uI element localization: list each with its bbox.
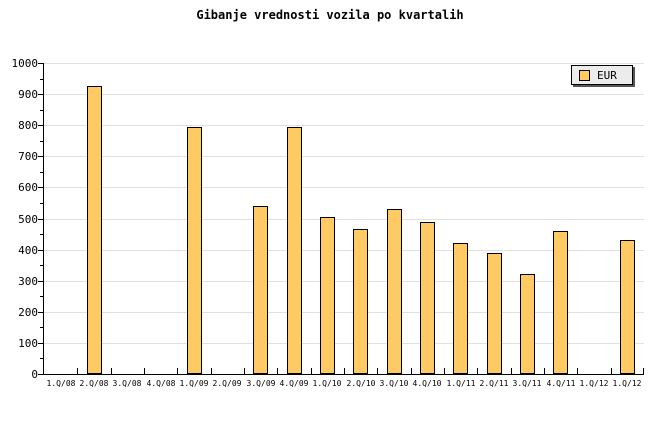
bar xyxy=(620,240,635,374)
x-axis-tick-label: 3.Q/09 xyxy=(246,379,276,388)
gridline xyxy=(44,250,644,251)
x-axis-tick xyxy=(77,368,78,374)
y-major-tick xyxy=(38,94,43,95)
y-major-tick xyxy=(38,156,43,157)
y-minor-tick xyxy=(40,296,43,297)
y-minor-tick xyxy=(40,203,43,204)
x-axis-tick xyxy=(544,368,545,374)
gridline xyxy=(44,94,644,95)
x-axis-tick-label: 1.Q/08 xyxy=(46,379,76,388)
y-axis-tick-label: 200 xyxy=(18,306,38,319)
y-axis-tick-label: 900 xyxy=(18,88,38,101)
bar xyxy=(87,86,102,374)
y-axis-tick-label: 1000 xyxy=(11,57,39,70)
gridline xyxy=(44,343,644,344)
x-axis-tick-label: 1.Q/10 xyxy=(312,379,342,388)
gridline xyxy=(44,219,644,220)
x-axis-tick xyxy=(611,368,612,374)
bar xyxy=(553,231,568,374)
gridline xyxy=(44,125,644,126)
y-major-tick xyxy=(38,125,43,126)
x-axis-tick-label: 4.Q/08 xyxy=(146,379,176,388)
x-axis-tick xyxy=(344,368,345,374)
y-axis-tick-label: 300 xyxy=(18,275,38,288)
x-axis-tick-label: 1.Q/12 xyxy=(579,379,609,388)
bar xyxy=(420,222,435,374)
x-axis-tick xyxy=(111,368,112,374)
y-axis-tick-label: 500 xyxy=(18,213,38,226)
gridline xyxy=(44,63,644,64)
bar xyxy=(520,274,535,374)
y-major-tick xyxy=(38,312,43,313)
y-minor-tick xyxy=(40,110,43,111)
x-axis-tick-label: 1.Q/11 xyxy=(446,379,476,388)
y-major-tick xyxy=(38,374,43,375)
y-major-tick xyxy=(38,281,43,282)
y-axis-tick-label: 700 xyxy=(18,150,38,163)
gridline xyxy=(44,187,644,188)
x-axis-tick xyxy=(444,368,445,374)
y-major-tick xyxy=(38,219,43,220)
y-minor-tick xyxy=(40,327,43,328)
y-axis-tick-label: 600 xyxy=(18,181,38,194)
x-axis-tick-label: 4.Q/09 xyxy=(279,379,309,388)
bar xyxy=(487,253,502,374)
x-axis-tick xyxy=(411,368,412,374)
bar xyxy=(253,206,268,374)
x-axis-tick-label: 3.Q/11 xyxy=(512,379,542,388)
y-minor-tick xyxy=(40,141,43,142)
bar xyxy=(353,229,368,374)
bar xyxy=(287,127,302,374)
gridline xyxy=(44,281,644,282)
legend-swatch-icon xyxy=(579,69,590,81)
y-minor-tick xyxy=(40,234,43,235)
y-minor-tick xyxy=(40,358,43,359)
y-major-tick xyxy=(38,63,43,64)
x-axis-tick xyxy=(277,368,278,374)
x-axis-tick xyxy=(144,368,145,374)
x-axis-tick-label: 2.Q/08 xyxy=(79,379,109,388)
bar xyxy=(387,209,402,374)
x-axis-tick xyxy=(577,368,578,374)
chart-title: Gibanje vrednosti vozila po kvartalih xyxy=(196,8,464,22)
x-axis-tick xyxy=(511,368,512,374)
x-axis-tick-label: 2.Q/09 xyxy=(212,379,242,388)
x-axis-tick xyxy=(477,368,478,374)
gridline xyxy=(44,312,644,313)
x-axis-tick xyxy=(177,368,178,374)
y-major-tick xyxy=(38,250,43,251)
legend-label: EUR xyxy=(597,68,617,82)
x-axis-tick xyxy=(377,368,378,374)
x-axis-tick xyxy=(643,368,644,374)
plot-area: 0 100 200 300 400 500 600 700 800 900 1000 1.Q/08 2.… xyxy=(12,58,644,388)
y-axis-tick-label: 0 xyxy=(31,368,38,381)
x-axis-tick-label: 2.Q/10 xyxy=(346,379,376,388)
x-axis-tick-label: 2.Q/11 xyxy=(479,379,509,388)
bar xyxy=(453,243,468,374)
x-axis-tick-label: 1.Q/09 xyxy=(179,379,209,388)
y-minor-tick xyxy=(40,172,43,173)
y-major-tick xyxy=(38,343,43,344)
x-axis-tick xyxy=(311,368,312,374)
x-axis-tick-label: 3.Q/08 xyxy=(112,379,142,388)
y-axis-tick-label: 400 xyxy=(18,244,38,257)
x-axis-tick-label: 3.Q/10 xyxy=(379,379,409,388)
bar xyxy=(187,127,202,374)
y-major-tick xyxy=(38,187,43,188)
y-axis-tick-label: 100 xyxy=(18,337,38,350)
x-axis-tick-label: 4.Q/10 xyxy=(412,379,442,388)
x-axis-tick xyxy=(244,368,245,374)
x-axis-tick-label: 1.Q/12 xyxy=(612,379,642,388)
legend: EUR xyxy=(571,65,633,85)
y-minor-tick xyxy=(40,79,43,80)
x-axis-tick-label: 4.Q/11 xyxy=(546,379,576,388)
x-axis-tick xyxy=(211,368,212,374)
gridline xyxy=(44,156,644,157)
bar xyxy=(320,217,335,374)
y-minor-tick xyxy=(40,265,43,266)
y-axis-tick-label: 800 xyxy=(18,119,38,132)
